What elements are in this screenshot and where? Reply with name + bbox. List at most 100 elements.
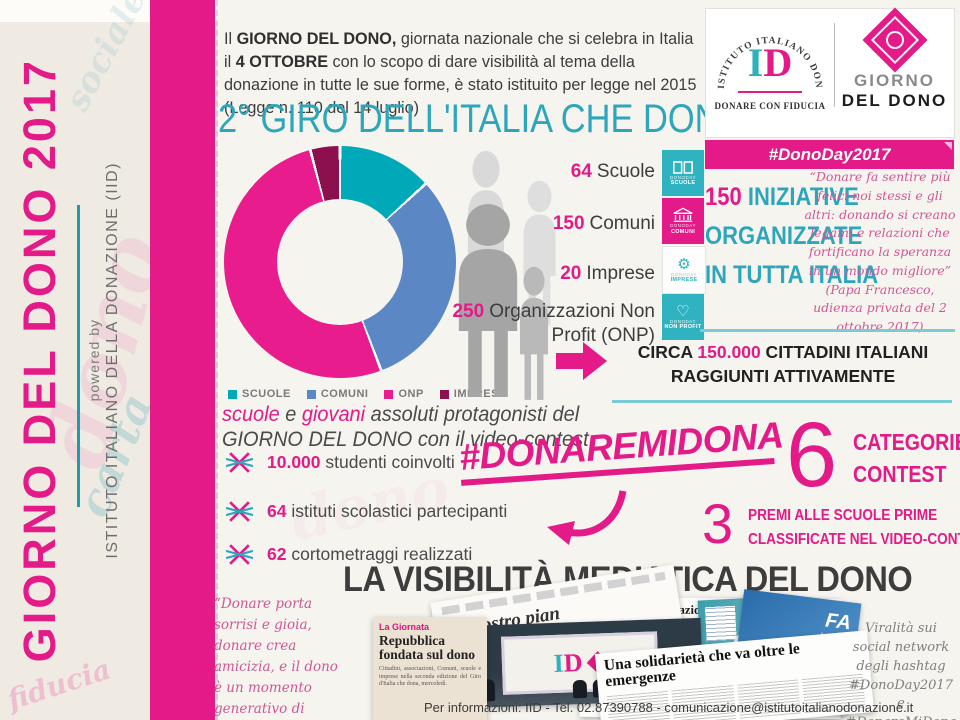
teal-rule: [612, 400, 952, 403]
initiatives-block: 150 INIZIATIVE ORGANIZZATE IN TUTTA ITAL…: [705, 178, 878, 294]
prizes-label2: CLASSIFICATE NEL VIDEO-CONTEST: [748, 531, 960, 548]
stat-value: 20: [560, 263, 582, 284]
prizes-label1: PREMI ALLE SCUOLE PRIME: [748, 507, 938, 524]
contest-big-number: 6: [786, 404, 838, 506]
bullet-text: 10.000 studenti coinvolti: [267, 452, 455, 473]
bullet-number: 10.000: [267, 452, 321, 472]
gears-icon: ⚙: [677, 255, 691, 273]
quote-text: “Donare fa sentire più felici noi stessi…: [804, 169, 956, 278]
intro-bold-date: 4 OTTOBRE: [235, 53, 329, 72]
contest-label2: CONTEST: [853, 461, 947, 487]
quote-attribution: (Papa Francesco, udienza privata del 2 o…: [813, 281, 947, 335]
vc-giovani: giovani: [301, 403, 366, 426]
asterisk-icon: [226, 452, 253, 473]
icon-box-nonprofit: ♡ DONODAY NON PROFIT: [662, 294, 704, 340]
clipping-repubblica: La Giornata Repubblica fondata sul dono …: [373, 617, 487, 720]
giorno-del-dono-logo: GIORNO DEL DONO: [835, 7, 954, 137]
bullet-cortometraggi: 62 cortometraggi realizzati: [226, 541, 472, 568]
legend-swatch: [306, 389, 316, 399]
diamond-logo-icon: [861, 7, 928, 73]
stat-value: 150: [552, 213, 585, 234]
pope-quote: “Donare fa sentire più felici noi stessi…: [804, 168, 956, 337]
legend-swatch: [439, 389, 449, 399]
magenta-accent-bar: [150, 0, 215, 720]
bank-icon: [673, 207, 693, 222]
legend-label: SCUOLE: [242, 388, 291, 400]
stat-label: Imprese: [586, 263, 655, 284]
intro-paragraph: Il GIORNO DEL DONO, giornata nazionale c…: [224, 28, 702, 120]
bullet-number: 64: [267, 501, 287, 521]
gdd-line2: DEL DONO: [841, 91, 948, 110]
iid-letter-d: D: [763, 40, 793, 85]
icon-caption: SCUOLE: [670, 180, 696, 186]
donoday-banner: #DonoDay2017: [705, 140, 954, 169]
bullet-text: 64 istituti scolastici partecipanti: [267, 501, 507, 522]
bullet-istituti: 64 istituti scolastici partecipanti: [226, 498, 507, 525]
book-icon: [673, 160, 693, 174]
gdd-line1: GIORNO: [854, 71, 935, 90]
intro-text: giornata nazionale che si celebra in Ita…: [224, 30, 694, 72]
vc-line1: scuole e giovani assoluti protagonisti d…: [222, 403, 589, 428]
icon-caption: DONODAY: [670, 223, 696, 228]
logos-box: ISTITUTO ITALIANO DONAZIONE ID DONARE CO…: [702, 2, 955, 138]
studio-person: [572, 679, 588, 699]
legend-label: ONP: [398, 388, 424, 400]
legend-item: ONP: [384, 388, 423, 400]
legend-label: COMUNI: [320, 388, 369, 400]
mattarella-quote: “Donare porta sorrisi e gioia, donare cr…: [214, 594, 346, 720]
person-silhouette: [520, 266, 548, 400]
asterisk-icon: [226, 544, 253, 565]
stat-value: 250: [452, 301, 485, 322]
legend-item: COMUNI: [306, 388, 369, 400]
bullet-label: studenti coinvolti: [325, 452, 455, 472]
reach-statement: CIRCA 150.000 CITTADINI ITALIANI RAGGIUN…: [612, 341, 954, 388]
sidebar-divider-line: [77, 205, 80, 507]
studio-letter-d: D: [563, 647, 583, 678]
stat-label: Scuole: [596, 161, 655, 182]
contest-label1: CATEGORIE: [853, 429, 960, 455]
iid-arc-text: ISTITUTO ITALIANO DONAZIONE: [702, 2, 822, 89]
bullet-label: cortometraggi realizzati: [291, 544, 473, 564]
powered-by-label: powered by: [86, 318, 102, 402]
intro-text: con lo scopo di dare visibilità al tema …: [224, 53, 697, 118]
page-title: GIORNO DEL DONO 2017: [14, 57, 65, 663]
icon-box-scuole: DONODAY SCUOLE: [662, 150, 704, 196]
bullet-studenti: 10.000 studenti coinvolti: [226, 449, 455, 476]
iid-rule: [738, 91, 802, 93]
org-name: ISTITUTO ITALIANO DELLA DONAZIONE (IID): [104, 161, 121, 559]
icon-caption: DONODAY: [671, 271, 697, 277]
vc-text: e: [279, 403, 302, 426]
icon-caption: COMUNI: [670, 228, 696, 235]
curved-arrow-icon: [547, 490, 627, 545]
powered-by-column: powered by: [86, 0, 102, 720]
footer-contact: Per informazioni: IID - Tel. 02.87390788…: [424, 700, 914, 715]
video-contest-heading: scuole e giovani assoluti protagonisti d…: [222, 403, 589, 453]
clipping-headline: Repubblica fondata sul dono: [379, 633, 476, 663]
legend-swatch: [228, 389, 237, 399]
social-note: Viralità sui social network degli hashta…: [845, 621, 956, 720]
org-column: ISTITUTO ITALIANO DELLA DONAZIONE (IID): [104, 0, 122, 720]
icon-caption: NON PROFIT: [664, 324, 702, 330]
sidebar-title-column: GIORNO DEL DONO 2017: [14, 0, 66, 720]
stat-value: 64: [570, 161, 592, 182]
bullet-label: istituti scolastici partecipanti: [291, 501, 508, 521]
heart-icon: ♡: [676, 302, 690, 320]
stat-scuole: 64 Scuole: [443, 160, 655, 184]
clipping-body: Cittadini, associazioni, Comuni, scuole …: [379, 666, 481, 688]
initiatives-line3: IN TUTTA ITALIA: [705, 260, 879, 289]
person-silhouette: [458, 204, 518, 397]
prizes-big-number: 3: [702, 492, 734, 555]
logo-divider: [834, 23, 835, 107]
asterisk-icon: [226, 501, 253, 522]
initiatives-text: INIZIATIVE: [747, 183, 859, 211]
reach-text-line2: RAGGIUNTI ATTIVAMENTE: [670, 365, 896, 386]
icon-caption: DONODAY: [670, 174, 696, 180]
dashed-edge: [216, 0, 218, 720]
iid-letters: ID: [706, 43, 834, 83]
iid-letter-i: I: [747, 40, 764, 85]
reach-text: CITTADINI ITALIANI: [760, 342, 929, 362]
initiatives-number: 150: [705, 183, 742, 211]
studio-id-letters: ID: [553, 648, 583, 679]
initiatives-line1: 150 INIZIATIVE: [705, 178, 878, 217]
